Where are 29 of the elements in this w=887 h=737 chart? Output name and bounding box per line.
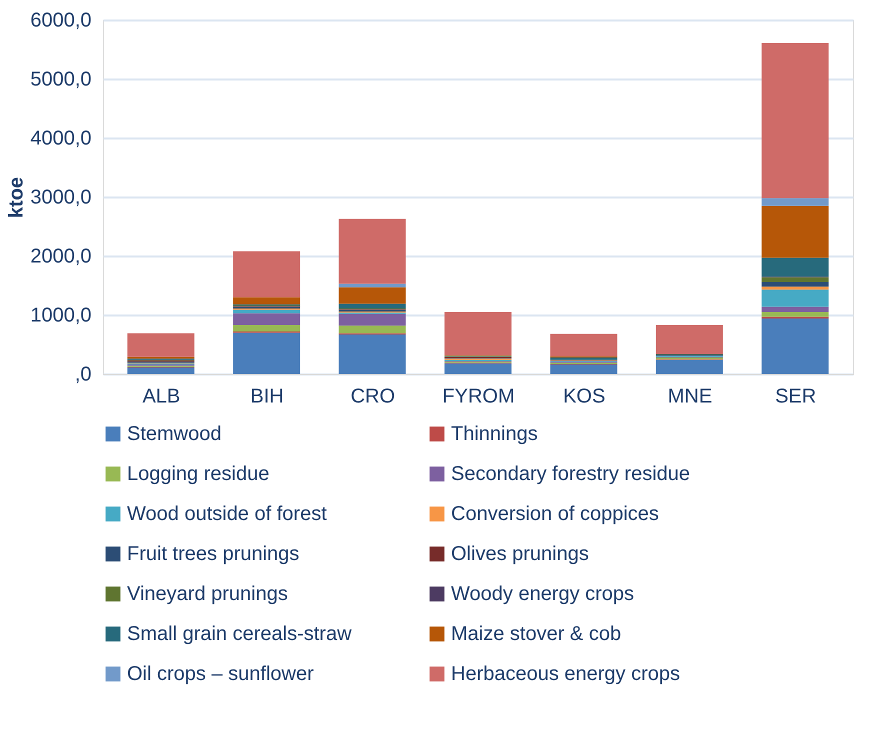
y-tick-label: 6000,0: [30, 10, 92, 32]
y-tick-label: 3000,0: [30, 186, 92, 208]
legend-label: Herbaceous energy crops: [451, 663, 680, 685]
legend-label: Secondary forestry residue: [451, 463, 690, 485]
y-tick-label: ,0: [74, 364, 92, 386]
y-axis-title: ktoe: [5, 176, 28, 218]
legend-label: Logging residue: [127, 463, 270, 485]
y-tick-label: 4000,0: [30, 128, 92, 150]
legend-label: Maize stover & cob: [451, 623, 622, 645]
x-tick-label: KOS: [563, 386, 606, 408]
y-tick-label: 2000,0: [30, 246, 92, 268]
x-tick-label: BIH: [250, 386, 284, 408]
legend-label: Wood outside of forest: [127, 503, 328, 525]
legend-label: Conversion of coppices: [451, 503, 659, 525]
x-tick-label: SER: [775, 386, 816, 408]
legend-label: Fruit trees prunings: [127, 543, 300, 565]
legend-label: Vineyard prunings: [127, 583, 288, 605]
x-tick-label: CRO: [350, 386, 396, 408]
y-tick-label: 5000,0: [30, 68, 92, 90]
legend-label: Thinnings: [451, 423, 538, 445]
legend-label: Woody energy crops: [451, 583, 634, 605]
legend-label: Small grain cereals-straw: [127, 623, 352, 645]
legend-label: Oil crops – sunflower: [127, 663, 314, 685]
x-tick-label: FYROM: [442, 386, 515, 408]
x-tick-label: MNE: [668, 386, 712, 408]
legend-label: Olives prunings: [451, 543, 589, 565]
x-tick-label: ALB: [142, 386, 180, 408]
y-tick-label: 1000,0: [30, 304, 92, 326]
legend-label: Stemwood: [127, 423, 222, 445]
